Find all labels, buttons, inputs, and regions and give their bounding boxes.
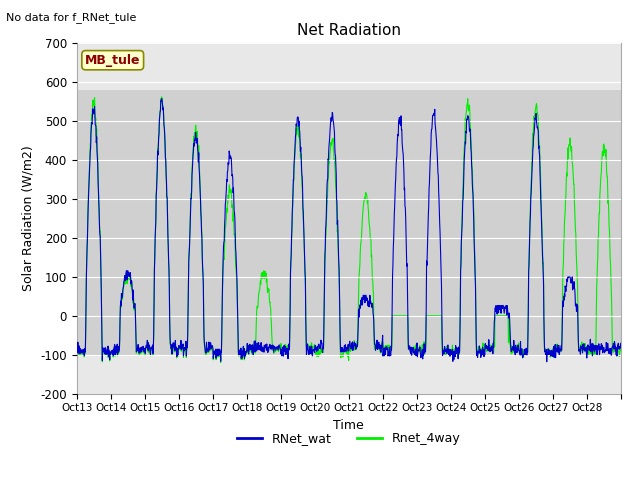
Y-axis label: Solar Radiation (W/m2): Solar Radiation (W/m2) — [22, 145, 35, 291]
X-axis label: Time: Time — [333, 419, 364, 432]
Legend: RNet_wat, Rnet_4way: RNet_wat, Rnet_4way — [232, 427, 466, 450]
Title: Net Radiation: Net Radiation — [297, 23, 401, 38]
Text: MB_tule: MB_tule — [85, 54, 140, 67]
Text: No data for f_RNet_tule: No data for f_RNet_tule — [6, 12, 137, 23]
Bar — [77, 90, 621, 355]
